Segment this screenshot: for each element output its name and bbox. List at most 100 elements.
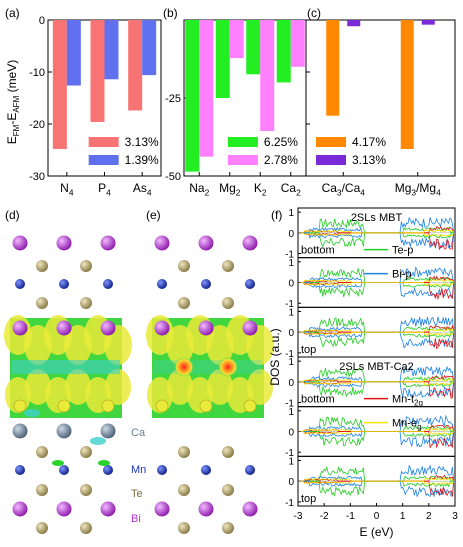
ytick-label-a: 0 [39, 15, 45, 27]
atom-mn [201, 279, 211, 289]
atom-te [222, 522, 234, 534]
dos-ytick-label: 0 [288, 378, 294, 389]
ytick-label-a: -30 [29, 171, 45, 183]
dos-ytick-label: 0 [288, 279, 294, 290]
atom-bi [198, 501, 214, 517]
legend-bi: Bi [131, 513, 141, 525]
atom-mn [157, 279, 167, 289]
bar-b-Mg2-1 [229, 20, 244, 59]
dos-subpanel-0: 1 0 -1 2SLs MBT bottom Te-p [285, 207, 456, 261]
dos-ytick-label: -1 [285, 299, 294, 310]
dos-subpanel-2: 1 0 -1 top [285, 306, 456, 360]
dos-chart: 1 0 -1 2SLs MBT bottom Te-p 1 0 -1 Bi-p 1 0 -1 top 1 0 -… [268, 207, 458, 539]
legend-ca: Ca [131, 427, 146, 439]
dos-subpanel-1: 1 0 -1 Bi-p [285, 257, 456, 310]
atom-bi [198, 320, 214, 336]
xtick-label-c: Ca3/Ca4 [322, 181, 366, 198]
xtick-label-b: Mg2 [219, 181, 241, 198]
dos-subpanel-3: 1 0 -1 2SLs MBT-Ca2 bottom Mn-t2g [285, 356, 456, 410]
atom-bi [242, 235, 258, 251]
bar-a-As4-1 [142, 20, 157, 76]
dos-ytick-label: -1 [285, 250, 294, 261]
atom-te [36, 522, 48, 534]
atom-bi [154, 501, 170, 517]
charge-peak [174, 357, 194, 377]
dos-xtick-label: 0 [374, 511, 380, 522]
atom-te [178, 297, 190, 309]
atom-bi [198, 235, 214, 251]
bar-b-Ca2-1 [290, 20, 305, 67]
dos-mn-t2g [300, 474, 455, 482]
legend-label-b: 6.25% [264, 135, 298, 149]
ytick-label-a: -10 [29, 67, 45, 79]
legend-label-c: 4.17% [352, 135, 386, 149]
atom-mn [15, 465, 25, 475]
atom-ca [12, 423, 28, 439]
panel-label-e: (e) [146, 208, 161, 222]
dos-ytick-label: -1 [285, 498, 294, 509]
structure-d [4, 235, 132, 534]
dos-ytick-label: 0 [288, 328, 294, 339]
atom-bi [12, 501, 28, 517]
dos-xlabel: E (eV) [359, 525, 393, 539]
legend-label-a: 3.13% [125, 135, 159, 149]
panel-label-d: (d) [5, 208, 20, 222]
atom-te [80, 522, 92, 534]
atom-mn [59, 465, 69, 475]
atom-bi [242, 320, 258, 336]
atom-te [80, 484, 92, 496]
dos-title: 2SLs MBT [351, 212, 403, 224]
atom-ca [100, 423, 116, 439]
dos-title: 2SLs MBT-Ca2 [339, 361, 414, 373]
atom-bi [56, 501, 72, 517]
legend-te: Te [131, 488, 143, 500]
dos-tag: bottom [301, 394, 335, 406]
dos-ytick-label: 0 [288, 477, 294, 488]
bar-chart-a: 0 -10 -20 -30 N4 P4 As4 3.13% 1.39% [29, 15, 162, 198]
dos-ytick-label: 1 [288, 258, 294, 269]
legend-swatch-c [316, 155, 346, 165]
dos-xtick-label: 3 [452, 511, 458, 522]
dos-mn-eg [300, 480, 455, 485]
atom-te [178, 446, 190, 458]
atom-mn [201, 465, 211, 475]
dos-subpanel-4: 1 0 -1 Mn-eg [285, 406, 456, 459]
dos-ytick-label: 1 [288, 407, 294, 418]
atom-mn [245, 279, 255, 289]
charge-peak [218, 357, 238, 377]
atom-te [222, 446, 234, 458]
legend-label-a: 1.39% [125, 153, 159, 167]
bar-ylabel: EFM-EAFM (meV) [5, 60, 21, 144]
atom-bi [100, 235, 116, 251]
dos-mn-eg [300, 381, 454, 386]
bar-b-Na2-0 [185, 20, 200, 172]
dos-subpanel-5: 1 0 -1 top [285, 455, 456, 509]
dos-ytick-label: 0 [288, 229, 294, 240]
ytick-label-b: -50 [165, 171, 181, 183]
ytick-label-b: -25 [165, 93, 181, 105]
ytick-label-a: -20 [29, 119, 45, 131]
atom-legend: Ca Mn Te Bi [131, 427, 146, 525]
atom-te [36, 446, 48, 458]
atom-mn [59, 279, 69, 289]
dos-ytick-label: 0 [288, 428, 294, 439]
atom-mn [157, 465, 167, 475]
xtick-label-a: P4 [98, 181, 111, 198]
dos-mn-eg [300, 428, 455, 432]
xtick-label-b: Ca2 [281, 181, 301, 198]
atom-mn [103, 279, 113, 289]
xtick-label-c: Mg3/Mg4 [395, 181, 441, 198]
bar-a-P4-1 [104, 20, 119, 80]
atom-te [80, 446, 92, 458]
dos-ytick-label: -1 [285, 448, 294, 459]
atom-te [222, 297, 234, 309]
atom-bi [56, 235, 72, 251]
atom-mn [103, 465, 113, 475]
xtick-label-b: K2 [254, 181, 267, 198]
legend-label-c: 3.13% [352, 153, 386, 167]
dos-ylabel: DOS (a.u.) [268, 328, 282, 385]
atom-te [222, 484, 234, 496]
dos-ytick-label: -1 [285, 399, 294, 410]
dos-tag: top [301, 344, 316, 356]
